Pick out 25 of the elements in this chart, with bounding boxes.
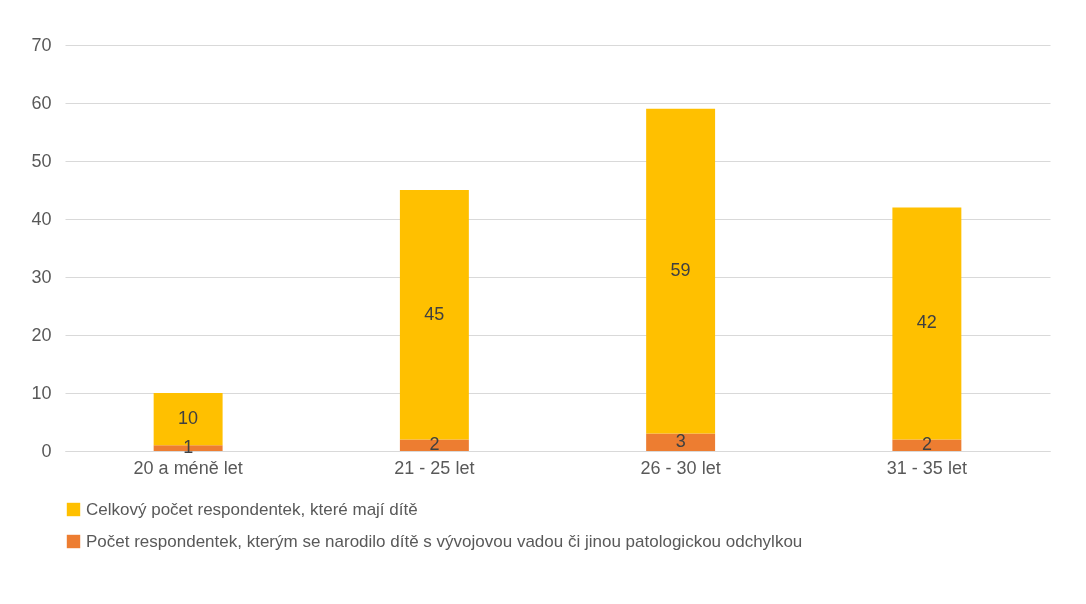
bar xyxy=(646,108,716,434)
bar xyxy=(399,439,469,451)
y-tick-label: 20 xyxy=(31,324,52,345)
x-tick-label: 26 - 30 let xyxy=(640,457,721,478)
y-tick-label: 30 xyxy=(31,266,52,287)
y-tick-label: 70 xyxy=(31,34,52,55)
total-label: 42 xyxy=(916,312,937,333)
legend-label: Celkový počet respondentek, které mají dítě xyxy=(86,499,418,519)
y-tick-label: 40 xyxy=(31,208,52,229)
total-label: 59 xyxy=(670,260,691,281)
y-tick-label: 50 xyxy=(31,150,52,171)
total-label: 10 xyxy=(178,408,199,429)
x-tick-label: 21 - 25 let xyxy=(394,457,475,478)
legend-label: Počet respondentek, kterým se narodilo dítě s vývojovou vadou či jinou patologickou odchylkou xyxy=(86,531,803,551)
data-label: 3 xyxy=(675,431,686,452)
x-tick-label: 20 a méně let xyxy=(133,457,243,478)
y-tick-label: 0 xyxy=(41,440,52,461)
bar xyxy=(646,433,716,451)
data-label: 2 xyxy=(921,434,932,455)
y-tick-label: 60 xyxy=(31,92,52,113)
total-label: 45 xyxy=(424,303,445,324)
y-tick-label: 10 xyxy=(31,382,52,403)
data-label: 2 xyxy=(429,434,440,455)
bar xyxy=(892,439,962,451)
x-tick-label: 31 - 35 let xyxy=(886,457,967,478)
